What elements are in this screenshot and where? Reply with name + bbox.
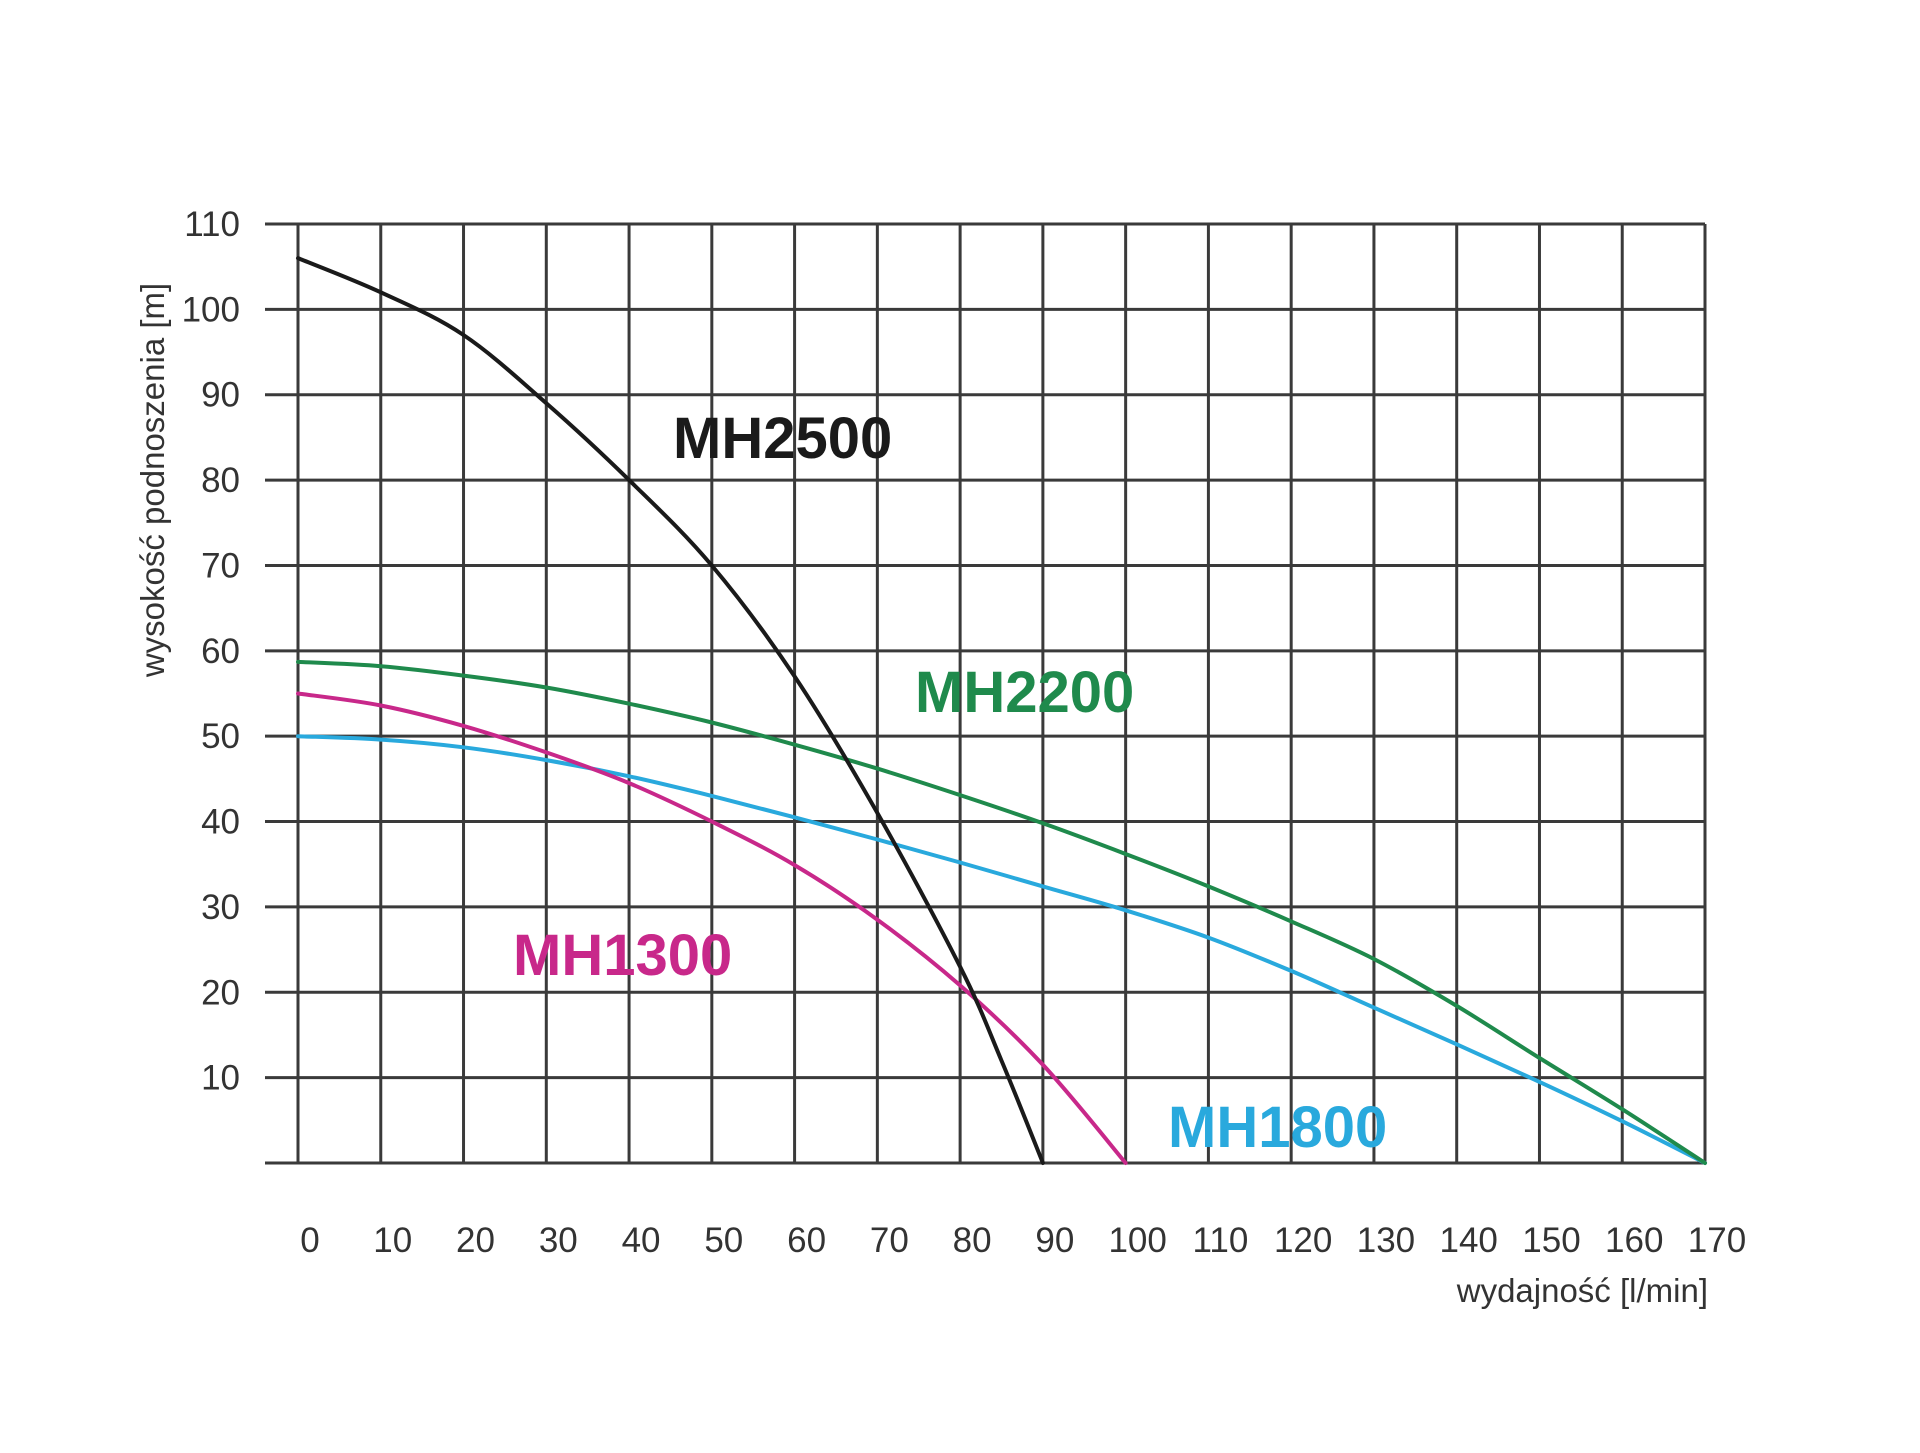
x-tick-label: 170	[1688, 1221, 1746, 1260]
series-label-mh2500: MH2500	[673, 406, 892, 471]
series-lines	[296, 256, 1707, 1165]
y-tick-label: 80	[201, 461, 240, 500]
series-label-mh1300: MH1300	[513, 923, 732, 988]
series-line-mh1800	[296, 734, 1707, 1165]
x-tick-label: 0	[300, 1221, 319, 1260]
x-tick-label: 160	[1605, 1221, 1663, 1260]
series-label-mh1800: MH1800	[1168, 1095, 1387, 1160]
series-line-mh1300	[296, 691, 1128, 1165]
x-tick-label: 90	[1035, 1221, 1074, 1260]
x-tick-label: 20	[456, 1221, 495, 1260]
x-tick-label: 10	[373, 1221, 412, 1260]
x-tick-label: 100	[1108, 1221, 1166, 1260]
y-tick-label: 110	[184, 205, 240, 244]
y-tick-label: 50	[201, 717, 240, 756]
y-tick-label: 10	[201, 1059, 240, 1098]
x-tick-label: 110	[1193, 1221, 1249, 1260]
y-tick-label: 70	[201, 546, 240, 585]
x-tick-label: 60	[787, 1221, 826, 1260]
series-line-mh2500	[296, 256, 1045, 1165]
x-tick-label: 150	[1522, 1221, 1580, 1260]
x-axis-label: wydajność [l/min]	[1456, 1272, 1708, 1309]
x-tick-label: 50	[704, 1221, 743, 1260]
x-tick-label: 70	[870, 1221, 909, 1260]
series-label-mh2200: MH2200	[915, 660, 1134, 725]
x-tick-label: 120	[1274, 1221, 1332, 1260]
x-tick-label: 140	[1440, 1221, 1498, 1260]
y-tick-label: 30	[201, 888, 240, 927]
x-tick-label: 30	[539, 1221, 578, 1260]
y-tick-label: 100	[182, 290, 240, 329]
tick-labels: 0 10 20 30 40 50 60 70 80 90 100 110 120 130 140 150 160…	[182, 205, 1747, 1260]
y-tick-label: 40	[201, 803, 240, 842]
y-tick-label: 90	[201, 376, 240, 415]
y-tick-label: 20	[201, 973, 240, 1012]
x-tick-label: 130	[1357, 1221, 1415, 1260]
series-annotations: MH2500 MH2200 MH1300 MH1800	[513, 406, 1387, 1160]
y-axis-label: wysokość podnoszenia [m]	[134, 283, 171, 678]
x-tick-label: 80	[953, 1221, 992, 1260]
series-line-mh2200	[296, 659, 1707, 1165]
y-tick-label: 60	[201, 632, 240, 671]
x-tick-label: 40	[622, 1221, 661, 1260]
